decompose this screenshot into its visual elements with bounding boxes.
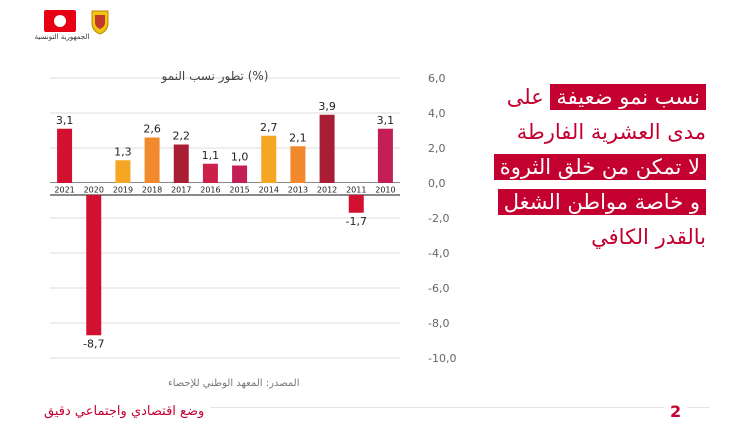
headline-line-1: نسب نمو ضعيفة على	[446, 80, 706, 115]
headline-rest-5: بالقدر الكافي	[591, 225, 706, 249]
bar-value-label: 2,2	[173, 130, 191, 143]
x-tick-label: 2013	[288, 186, 308, 195]
bar	[319, 114, 335, 183]
y-tick-label: -10,0	[428, 352, 456, 365]
source-note: المصدر: المعهد الوطني للإحصاء	[168, 378, 300, 389]
y-tick-label: -2,0	[428, 212, 449, 225]
x-tick-label: 2011	[346, 186, 366, 195]
headline-rest-2: مدى العشرية الفارطة	[516, 120, 706, 144]
bar-value-label: 2,6	[143, 123, 161, 136]
bar-value-label: 3,1	[377, 114, 395, 127]
coat-of-arms-icon	[91, 10, 109, 35]
x-tick-label: 2012	[317, 186, 337, 195]
tunisia-flag-icon	[44, 10, 76, 32]
bar-value-label: 2,7	[260, 121, 278, 134]
x-tick-label: 2021	[54, 186, 74, 195]
headline-highlight-4: و خاصة مواطن الشغل	[497, 189, 706, 215]
chart-title: تطور نسب النمو (%)	[161, 69, 269, 84]
bar	[290, 146, 306, 183]
bar	[173, 144, 189, 183]
country-label: الجمهورية التونسية	[34, 33, 90, 41]
headline-line-4: و خاصة مواطن الشغل	[446, 185, 706, 220]
headline: نسب نمو ضعيفة على مدى العشرية الفارطة لا…	[446, 80, 706, 255]
bar	[261, 135, 277, 183]
bar-value-label: -1,7	[346, 215, 367, 228]
x-tick-label: 2018	[142, 186, 162, 195]
x-tick-label: 2017	[171, 186, 191, 195]
bar-value-label: 1,3	[114, 145, 132, 158]
bar-value-label: -8,7	[83, 337, 104, 350]
bar	[144, 137, 160, 183]
y-tick-label: -4,0	[428, 247, 449, 260]
headline-line-2: مدى العشرية الفارطة	[446, 115, 706, 150]
bar-value-label: 1,1	[202, 149, 220, 162]
headline-highlight-1: نسب نمو ضعيفة	[550, 84, 706, 110]
x-tick-label: 2015	[229, 186, 249, 195]
headline-rest-1: على	[506, 85, 551, 109]
bar	[202, 163, 218, 183]
x-tick-label: 2019	[113, 186, 133, 195]
y-tick-label: -8,0	[428, 317, 449, 330]
x-tick-label: 2014	[259, 186, 279, 195]
footer-divider	[40, 407, 710, 408]
y-tick-label: 4,0	[428, 107, 446, 120]
bar	[348, 195, 364, 213]
x-tick-label: 2010	[375, 186, 395, 195]
x-tick-label: 2016	[200, 186, 220, 195]
y-tick-label: 0,0	[428, 177, 446, 190]
y-tick-label: -6,0	[428, 282, 449, 295]
footer-title: وضع اقتصادي واجتماعي دقيق	[38, 404, 211, 419]
x-tick-label: 2020	[84, 186, 104, 195]
page-number: 2	[664, 402, 688, 421]
headline-line-3: لا تمكن من خلق الثروة	[446, 150, 706, 185]
headline-highlight-3: لا تمكن من خلق الثروة	[493, 154, 706, 180]
bar	[232, 165, 248, 183]
bar-value-label: 2,1	[289, 131, 307, 144]
headline-line-5: بالقدر الكافي	[446, 220, 706, 255]
bar	[377, 128, 393, 183]
y-tick-label: 2,0	[428, 142, 446, 155]
y-tick-label: 6,0	[428, 72, 446, 85]
bar	[115, 160, 131, 183]
bar-value-label: 1,0	[231, 151, 249, 164]
bar	[86, 195, 102, 336]
category-band	[50, 183, 400, 195]
bar-value-label: 3,9	[318, 100, 336, 113]
bar	[57, 128, 73, 183]
bar-value-label: 3,1	[56, 114, 74, 127]
